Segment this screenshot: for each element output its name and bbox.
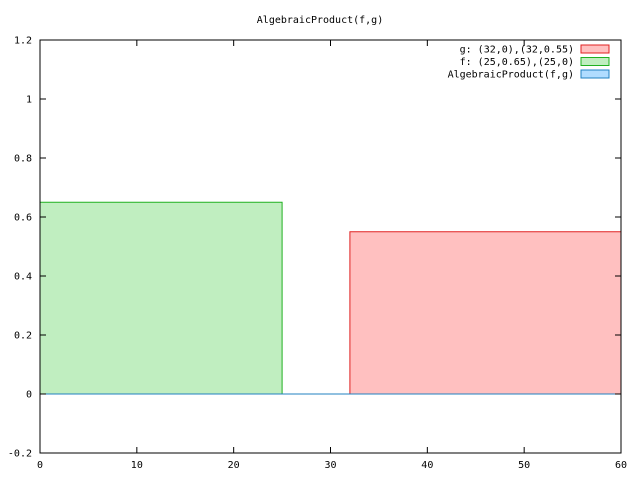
series-area-1 <box>39 201 283 395</box>
legend: g: (32,0),(32,0.55)f: (25,0.65),(25,0) Al… <box>448 44 610 81</box>
legend-label: g: (32,0),(32,0.55) <box>460 45 574 56</box>
legend-swatch <box>580 44 610 54</box>
x-tick-label: 10 <box>131 460 143 471</box>
x-tick-label: 30 <box>324 460 336 471</box>
y-tick-label: 0.2 <box>14 331 32 342</box>
y-tick-label: 0.6 <box>14 213 32 224</box>
legend-label: f: (25,0.65),(25,0) <box>460 57 574 68</box>
chart-title: AlgebraicProduct(f,g) <box>257 15 383 26</box>
x-tick-label: 40 <box>421 460 433 471</box>
y-tick-label: 0.4 <box>14 272 32 283</box>
legend-label: AlgebraicProduct(f,g) <box>448 70 574 81</box>
x-tick-label: 60 <box>615 460 627 471</box>
y-tick-label: -0.2 <box>8 449 32 460</box>
y-tick-label: 1 <box>26 95 32 106</box>
legend-swatch <box>580 57 610 66</box>
x-tick-label: 20 <box>228 460 240 471</box>
y-tick-label: 0.8 <box>14 154 32 165</box>
axes-layer: 0 10 20 30 40 50 60 -0.2 0 0.2 0.4 0.6 0.8 1 1.2 <box>8 36 627 472</box>
x-tick-label: 50 <box>518 460 530 471</box>
x-tick-label: 0 <box>37 460 43 471</box>
y-tick-label: 0 <box>26 390 32 401</box>
plot-layer <box>39 201 622 395</box>
series-area-0 <box>349 231 622 395</box>
y-tick-label: 1.2 <box>14 36 32 47</box>
legend-swatch <box>580 69 610 79</box>
